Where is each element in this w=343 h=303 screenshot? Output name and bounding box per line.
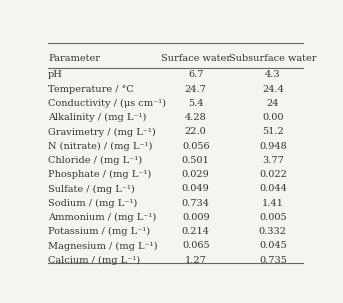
Text: Sulfate / (mg L⁻¹): Sulfate / (mg L⁻¹) (48, 185, 135, 194)
Text: Magnesium / (mg L⁻¹): Magnesium / (mg L⁻¹) (48, 241, 158, 251)
Text: 0.044: 0.044 (259, 185, 287, 194)
Text: 0.214: 0.214 (182, 227, 210, 236)
Text: Alkalinity / (mg L⁻¹): Alkalinity / (mg L⁻¹) (48, 113, 146, 122)
Text: 0.009: 0.009 (182, 213, 210, 222)
Text: 0.332: 0.332 (259, 227, 287, 236)
Text: 22.0: 22.0 (185, 128, 206, 136)
Text: Gravimetry / (mg L⁻¹): Gravimetry / (mg L⁻¹) (48, 128, 156, 137)
Text: 0.049: 0.049 (182, 185, 210, 194)
Text: 0.045: 0.045 (259, 241, 287, 251)
Text: 0.948: 0.948 (259, 142, 287, 151)
Text: 24: 24 (267, 99, 279, 108)
Text: Potassium / (mg L⁻¹): Potassium / (mg L⁻¹) (48, 227, 150, 236)
Text: Phosphate / (mg L⁻¹): Phosphate / (mg L⁻¹) (48, 170, 152, 179)
Text: Sodium / (mg L⁻¹): Sodium / (mg L⁻¹) (48, 199, 138, 208)
Text: Temperature / °C: Temperature / °C (48, 85, 134, 94)
Text: pH: pH (48, 71, 63, 79)
Text: 3.77: 3.77 (262, 156, 284, 165)
Text: N (nitrate) / (mg L⁻¹): N (nitrate) / (mg L⁻¹) (48, 142, 153, 151)
Text: Subsurface water: Subsurface water (229, 54, 317, 63)
Text: Calcium / (mg L⁻¹): Calcium / (mg L⁻¹) (48, 256, 140, 265)
Text: 0.056: 0.056 (182, 142, 210, 151)
Text: 0.735: 0.735 (259, 256, 287, 265)
Text: 24.4: 24.4 (262, 85, 284, 94)
Text: Surface water: Surface water (161, 54, 231, 63)
Text: Ammonium / (mg L⁻¹): Ammonium / (mg L⁻¹) (48, 213, 156, 222)
Text: Parameter: Parameter (48, 54, 100, 63)
Text: 6.7: 6.7 (188, 71, 203, 79)
Text: Conductivity / (μs cm⁻¹): Conductivity / (μs cm⁻¹) (48, 99, 166, 108)
Text: 0.005: 0.005 (259, 213, 287, 222)
Text: 5.4: 5.4 (188, 99, 203, 108)
Text: 0.734: 0.734 (182, 199, 210, 208)
Text: 0.022: 0.022 (259, 170, 287, 179)
Text: 1.27: 1.27 (185, 256, 207, 265)
Text: 0.00: 0.00 (262, 113, 284, 122)
Text: 0.065: 0.065 (182, 241, 210, 251)
Text: 0.029: 0.029 (182, 170, 210, 179)
Text: 1.41: 1.41 (262, 199, 284, 208)
Text: 51.2: 51.2 (262, 128, 284, 136)
Text: 4.28: 4.28 (185, 113, 206, 122)
Text: 4.3: 4.3 (265, 71, 281, 79)
Text: 24.7: 24.7 (185, 85, 207, 94)
Text: Chloride / (mg L⁻¹): Chloride / (mg L⁻¹) (48, 156, 142, 165)
Text: 0.501: 0.501 (182, 156, 210, 165)
